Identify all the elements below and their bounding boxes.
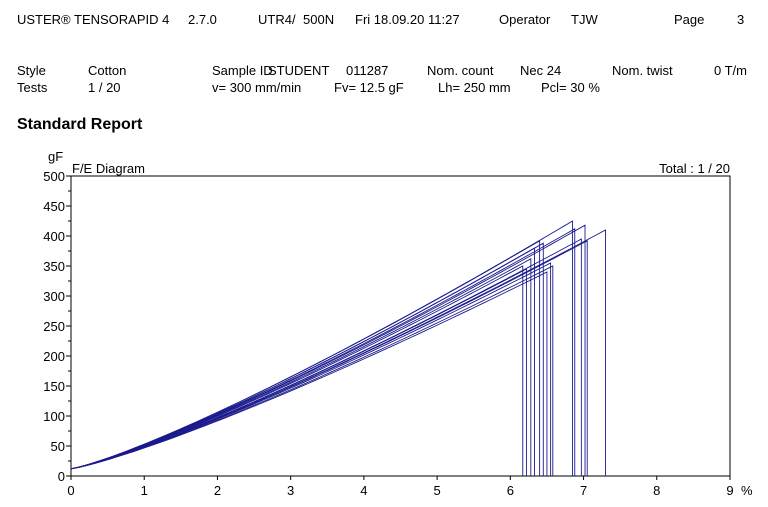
y-tick-label: 300: [43, 289, 65, 304]
nom-count-label: Nom. count: [427, 63, 494, 78]
x-tick-label: 4: [360, 483, 367, 498]
x-tick-label: 3: [287, 483, 294, 498]
test-speed: v= 300 mm/min: [212, 80, 302, 95]
operator-label: Operator: [499, 12, 551, 27]
x-tick-label: 2: [214, 483, 221, 498]
style-value: Cotton: [88, 63, 127, 78]
fe-curve-5: [70, 240, 541, 476]
x-tick-label: 5: [433, 483, 440, 498]
sample-id-label: Sample ID: [212, 63, 273, 78]
load-cell: 500N: [303, 12, 335, 27]
report-datetime: Fri 18.09.20 11:27: [355, 12, 460, 27]
software-version: 2.7.0: [188, 12, 217, 27]
fe-curve-11: [70, 228, 576, 476]
y-tick-label: 350: [43, 259, 65, 274]
page-number: 3: [737, 12, 745, 27]
x-tick-label: 8: [653, 483, 660, 498]
gauge-length: Lh= 250 mm: [438, 80, 511, 95]
tests-label: Tests: [17, 80, 48, 95]
fe-curve-8: [70, 262, 552, 476]
y-tick-label: 500: [43, 169, 65, 184]
page-label: Page: [674, 12, 705, 27]
fe-curve-6: [70, 242, 544, 476]
chart-title: F/E Diagram: [72, 161, 145, 176]
nom-count-value: Nec 24: [520, 63, 562, 78]
y-tick-label: 400: [43, 229, 65, 244]
y-tick-label: 100: [43, 409, 65, 424]
chart-total: Total : 1 / 20: [659, 161, 730, 176]
y-tick-label: 50: [51, 439, 65, 454]
operator-value: TJW: [571, 12, 598, 27]
device-model: UTR4/: [258, 12, 296, 27]
y-tick-label: 450: [43, 199, 65, 214]
fe-curve-13: [70, 224, 586, 476]
x-tick-label: 0: [67, 483, 74, 498]
x-tick-label: 9: [726, 483, 733, 498]
instrument-name: USTER® TENSORAPID 4: [17, 12, 170, 27]
y-tick-label: 250: [43, 319, 65, 334]
y-tick-label: 200: [43, 349, 65, 364]
nom-twist-value: 0 T/m: [714, 63, 747, 78]
fe-curve-4: [70, 247, 535, 476]
fe-curve-15: [70, 229, 606, 476]
tests-value: 1 / 20: [88, 80, 121, 95]
fe-curve-10: [70, 220, 574, 476]
fe-curve-12: [70, 238, 582, 476]
x-axis-label: %: [741, 483, 753, 498]
x-tick-label: 6: [507, 483, 514, 498]
fe-curve-14: [70, 240, 588, 476]
style-label: Style: [17, 63, 46, 78]
nom-twist-label: Nom. twist: [612, 63, 673, 78]
y-axis-label: gF: [48, 149, 63, 164]
sample-number: 011287: [346, 63, 389, 78]
y-tick-label: 150: [43, 379, 65, 394]
x-tick-label: 7: [580, 483, 587, 498]
pcl-value: Pcl= 30 %: [541, 80, 600, 95]
sample-id-value: STUDENT: [268, 63, 330, 78]
pretension: Fv= 12.5 gF: [334, 80, 404, 95]
x-tick-label: 1: [141, 483, 148, 498]
fe-curve-9: [70, 265, 554, 476]
report-title: Standard Report: [17, 116, 143, 133]
y-tick-label: 0: [58, 469, 65, 484]
